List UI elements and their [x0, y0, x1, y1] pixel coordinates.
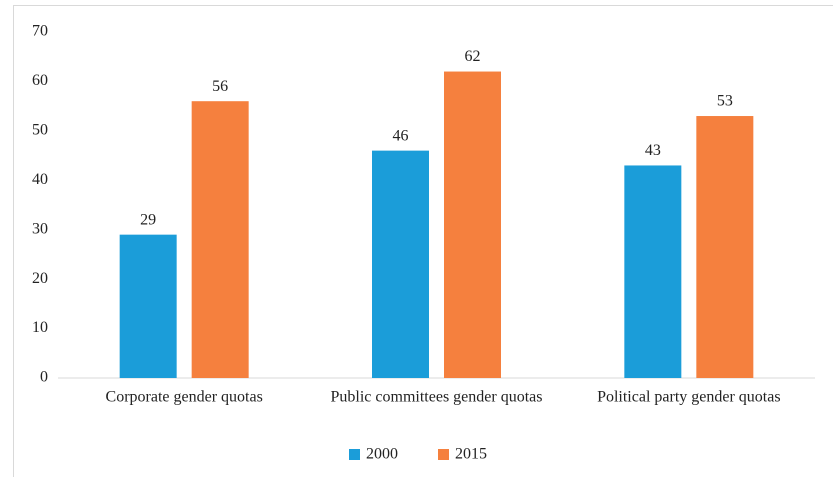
x-tick-label: Public committees gender quotas	[331, 389, 543, 406]
bar	[444, 71, 501, 379]
y-tick-label: 60	[32, 72, 48, 89]
y-tick-label: 70	[32, 23, 48, 40]
bar	[372, 150, 429, 378]
legend-label: 2015	[455, 446, 487, 463]
bar	[696, 116, 754, 379]
bar	[119, 234, 177, 378]
data-label: 46	[393, 127, 409, 144]
data-label: 53	[717, 93, 733, 110]
y-tick-label: 20	[32, 270, 48, 287]
bar	[191, 101, 249, 378]
y-tick-label: 0	[40, 369, 48, 386]
y-tick-label: 30	[32, 220, 48, 237]
data-label: 62	[465, 48, 481, 65]
x-tick-label: Political party gender quotas	[597, 389, 781, 406]
y-tick-label: 50	[32, 122, 48, 139]
legend-swatch	[349, 449, 360, 460]
chart-frame	[13, 5, 833, 477]
data-label: 29	[140, 211, 156, 228]
data-label: 43	[645, 142, 661, 159]
y-tick-label: 10	[32, 319, 48, 336]
legend-label: 2000	[366, 446, 398, 463]
x-tick-label: Corporate gender quotas	[106, 389, 263, 406]
legend-swatch	[438, 449, 449, 460]
data-label: 56	[212, 78, 228, 95]
y-tick-label: 40	[32, 171, 48, 188]
bar	[624, 165, 682, 378]
